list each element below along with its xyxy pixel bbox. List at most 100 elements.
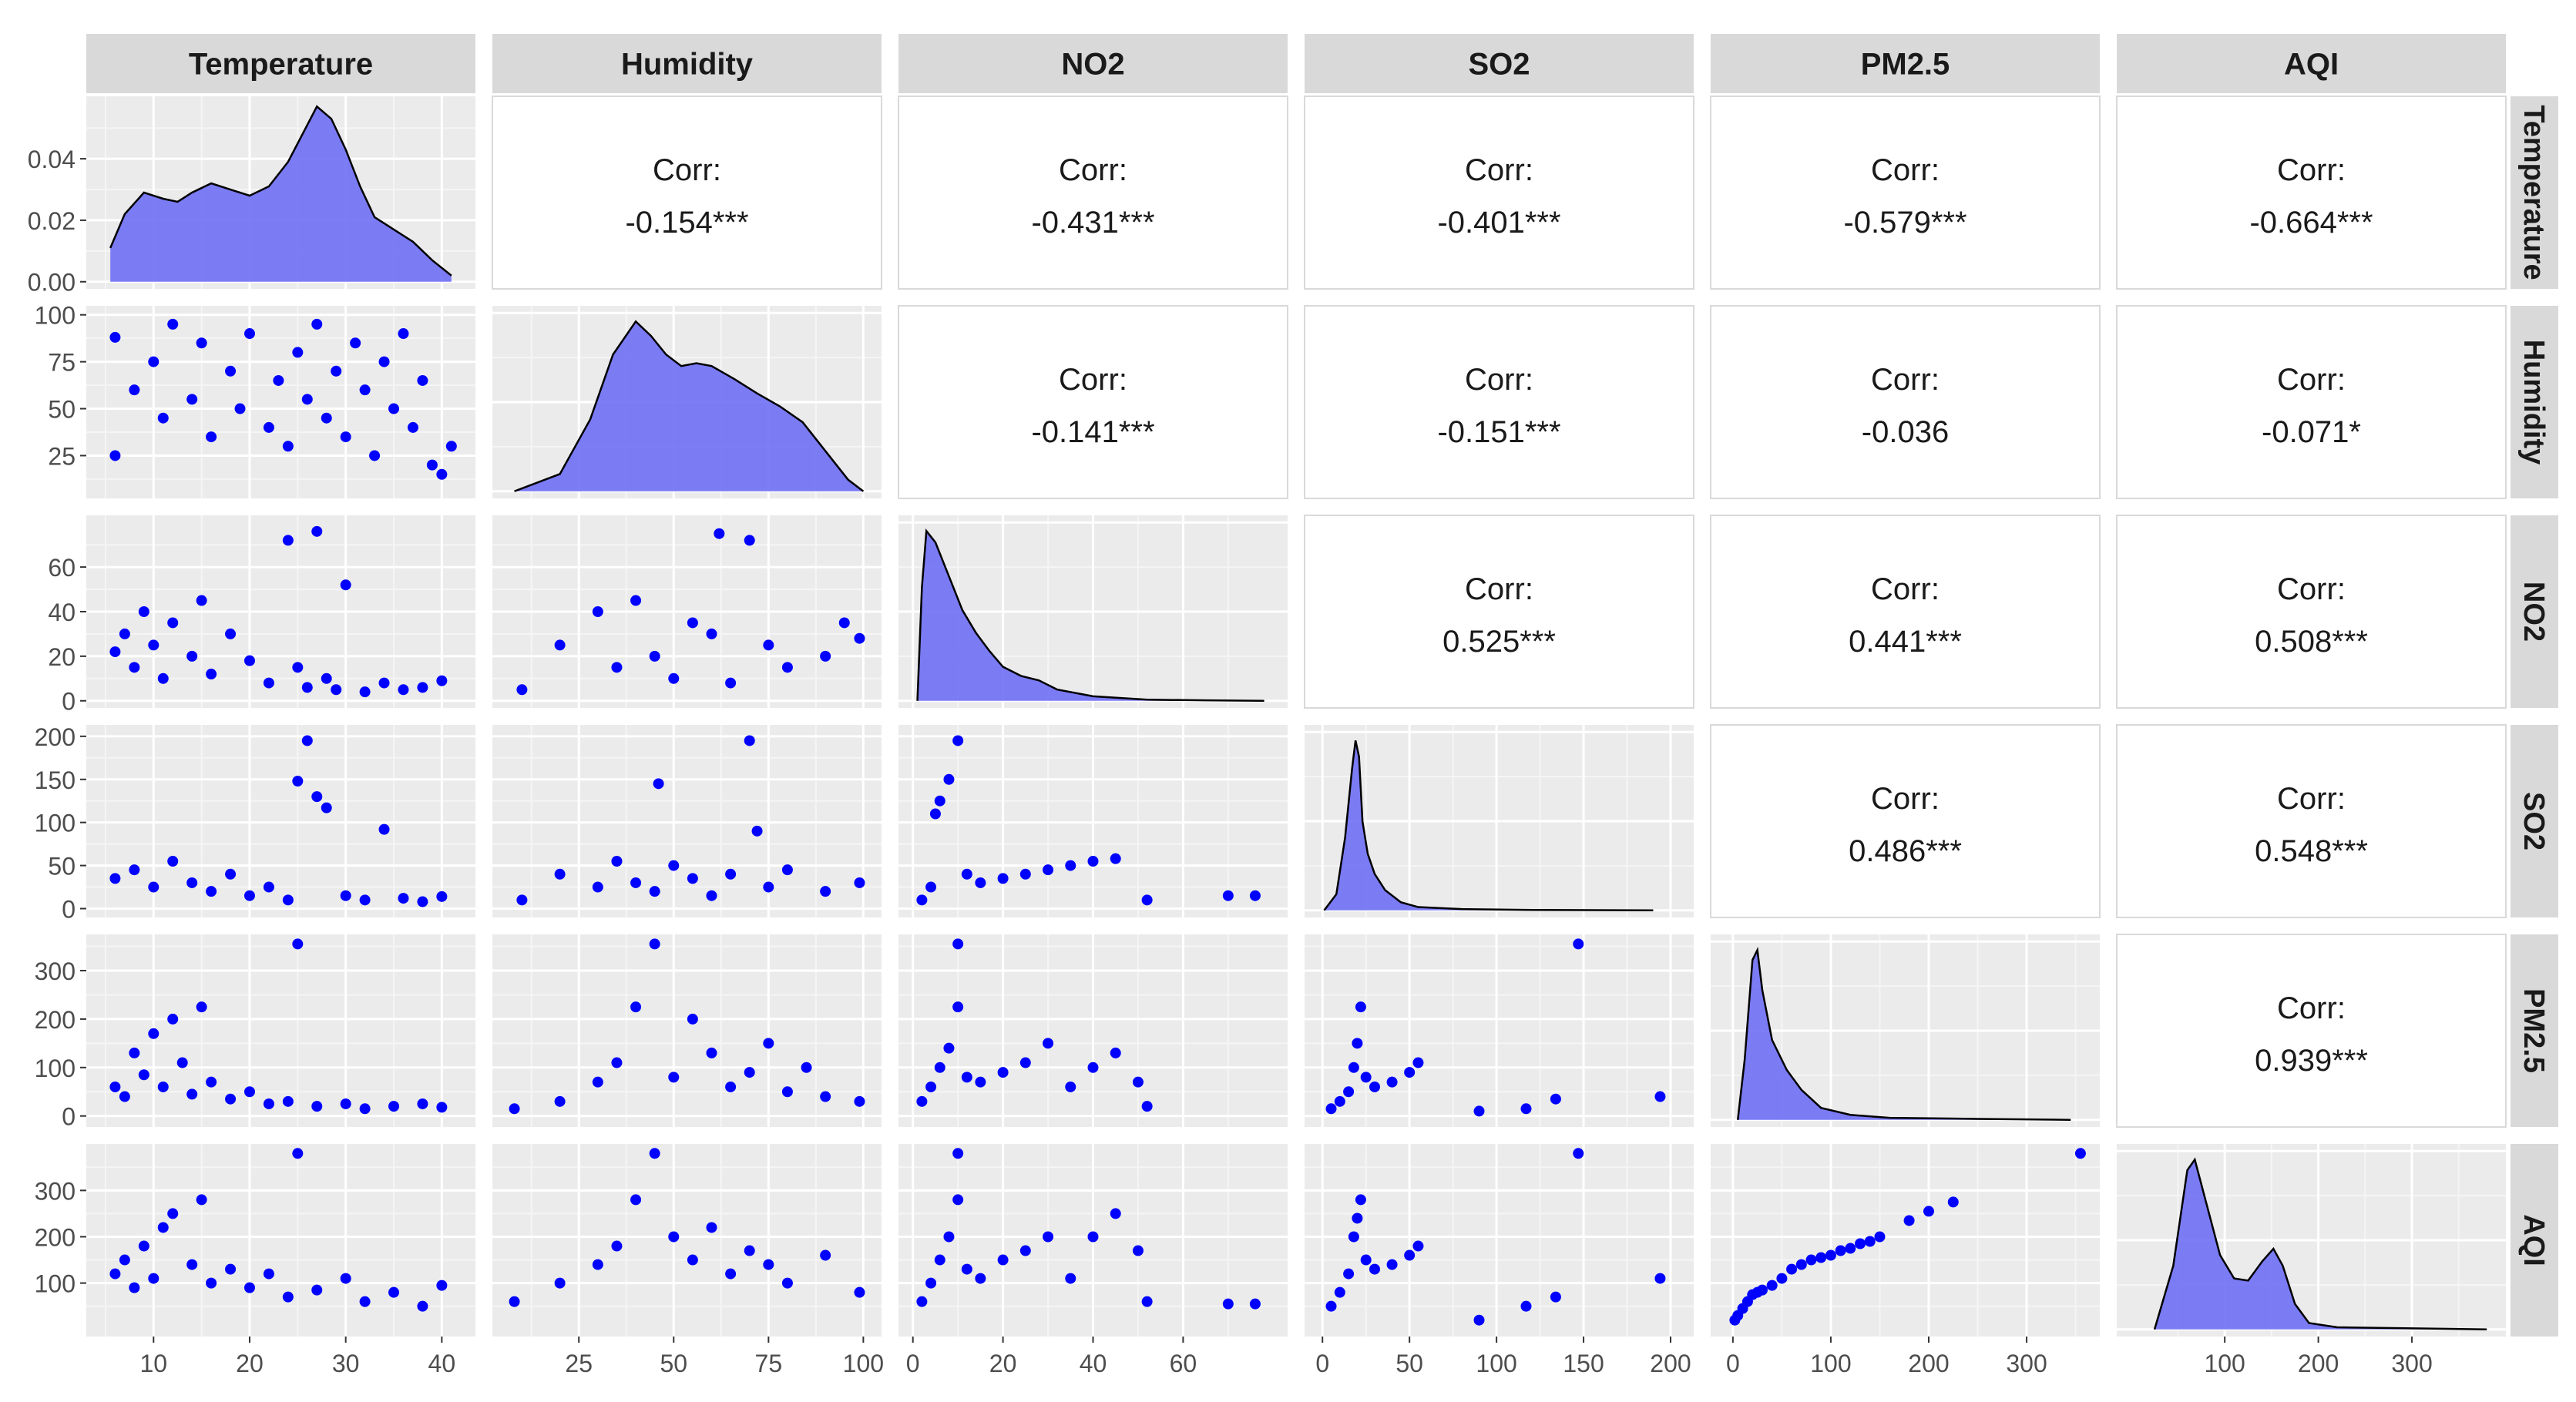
data-point xyxy=(649,938,660,950)
data-point xyxy=(186,650,198,662)
data-point xyxy=(1654,1273,1666,1284)
data-point xyxy=(1249,1298,1261,1310)
strip-right-pm2-5 xyxy=(2511,934,2558,1127)
tick-label-y-no2: 20 xyxy=(48,643,76,671)
data-point xyxy=(167,1208,179,1219)
data-point xyxy=(206,431,217,443)
panel-aqi-vs-so2 xyxy=(1305,1144,1694,1337)
data-point xyxy=(725,1268,737,1280)
data-point xyxy=(225,628,237,639)
data-point xyxy=(611,855,623,867)
data-point xyxy=(196,1001,207,1013)
strip-right-temperature xyxy=(2511,96,2558,289)
data-point xyxy=(1520,1103,1532,1115)
data-point xyxy=(167,318,179,330)
tick-label-y-no2: 60 xyxy=(48,554,76,582)
data-point xyxy=(611,662,623,673)
density-area-temperature xyxy=(110,106,452,282)
data-point xyxy=(1325,1103,1337,1115)
data-point xyxy=(744,735,755,746)
data-point xyxy=(167,855,179,867)
data-point xyxy=(1360,1072,1372,1083)
data-point xyxy=(263,881,274,893)
density-line-temperature xyxy=(109,105,452,277)
data-point xyxy=(916,894,928,906)
data-point xyxy=(129,864,140,876)
data-point xyxy=(1947,1196,1959,1208)
data-point xyxy=(706,1047,717,1058)
scatter-aqi-vs-pm2-5 xyxy=(1729,1148,2086,1326)
tick-label-x-so2: 200 xyxy=(1650,1350,1691,1377)
data-point xyxy=(196,595,207,606)
scatter-so2-vs-no2 xyxy=(916,735,1261,906)
data-point xyxy=(148,881,160,893)
data-point xyxy=(350,337,361,349)
data-point xyxy=(109,1268,121,1280)
panel-so2-vs-temperature xyxy=(86,725,475,917)
data-point xyxy=(243,890,255,901)
tick-label-y-aqi: 100 xyxy=(35,1270,76,1298)
data-point xyxy=(1141,1296,1153,1307)
data-point xyxy=(311,1101,323,1112)
data-point xyxy=(820,1249,831,1261)
corr-value-so2-vs-pm2-5: 0.486*** xyxy=(1849,834,1962,868)
data-point xyxy=(340,431,351,443)
data-point xyxy=(417,1300,428,1312)
corr-panel-humidity-vs-pm2-5 xyxy=(1710,305,2101,499)
data-point xyxy=(311,318,323,330)
data-point xyxy=(243,1282,255,1293)
density-line-humidity xyxy=(514,320,865,492)
strip-label-right-humidity: Humidity xyxy=(2517,340,2550,465)
corr-label-temperature-vs-aqi: Corr: xyxy=(2277,153,2346,187)
data-point xyxy=(1352,1038,1363,1049)
corr-value-no2-vs-so2: 0.525*** xyxy=(1442,625,1556,659)
corr-label-pm2-5-vs-aqi: Corr: xyxy=(2277,991,2346,1025)
data-point xyxy=(854,877,865,888)
data-point xyxy=(1352,1212,1363,1224)
tick-label-y-so2: 0 xyxy=(62,896,76,924)
data-point xyxy=(934,1254,945,1266)
density-line-so2 xyxy=(1323,740,1654,911)
corr-value-humidity-vs-so2: -0.151*** xyxy=(1437,415,1560,449)
data-point xyxy=(1835,1245,1846,1256)
data-point xyxy=(1087,1231,1099,1243)
corr-panel-temperature-vs-humidity xyxy=(492,96,882,290)
data-point xyxy=(225,1263,237,1275)
data-point xyxy=(1343,1086,1355,1098)
data-point xyxy=(426,459,438,471)
data-point xyxy=(301,735,313,746)
data-point xyxy=(186,1088,198,1100)
data-point xyxy=(157,672,169,684)
tick-label-x-no2: 0 xyxy=(906,1350,920,1377)
data-point xyxy=(997,1254,1009,1266)
corr-panel-no2-vs-pm2-5 xyxy=(1710,515,2101,709)
data-point xyxy=(1805,1254,1817,1266)
data-point xyxy=(516,894,528,906)
tick-label-y-pm2-5: 100 xyxy=(35,1055,76,1082)
data-point xyxy=(282,441,294,452)
corr-label-temperature-vs-humidity: Corr: xyxy=(653,153,721,187)
data-point xyxy=(388,403,400,414)
grid-aqi-vs-temperature xyxy=(86,1144,475,1337)
tick-label-x-pm2-5: 0 xyxy=(1726,1350,1740,1377)
data-point xyxy=(263,421,274,433)
strip-right-no2 xyxy=(2511,515,2558,708)
data-point xyxy=(301,682,313,693)
panel-pm2-5-vs-temperature xyxy=(86,934,475,1127)
density-area-pm2-5 xyxy=(1738,950,2071,1120)
data-point xyxy=(744,535,755,546)
data-point xyxy=(820,650,831,662)
tick-label-x-no2: 60 xyxy=(1170,1350,1197,1377)
data-point xyxy=(1815,1252,1827,1263)
data-point xyxy=(611,1057,623,1068)
data-point xyxy=(359,894,371,906)
data-point xyxy=(436,1280,448,1291)
data-point xyxy=(206,886,217,897)
data-point xyxy=(1473,1314,1485,1326)
tick-label-y-humidity: 50 xyxy=(48,396,76,424)
tick-label-x-so2: 150 xyxy=(1563,1350,1604,1377)
data-point xyxy=(436,468,448,480)
data-point xyxy=(997,873,1009,884)
data-point xyxy=(331,684,342,696)
corr-panel-pm2-5-vs-aqi xyxy=(2116,934,2507,1128)
